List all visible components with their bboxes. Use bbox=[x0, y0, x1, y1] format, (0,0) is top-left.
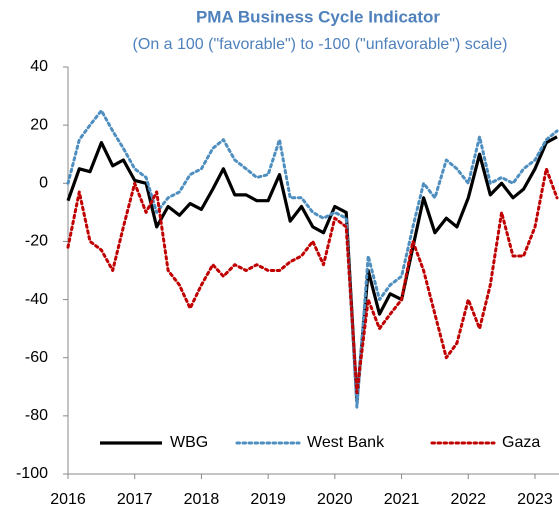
y-tick-label: -100 bbox=[16, 465, 48, 482]
x-tick-label: 2023 bbox=[517, 491, 553, 508]
y-tick-label: -80 bbox=[25, 407, 48, 424]
x-tick-label: 2019 bbox=[250, 491, 286, 508]
chart-title: PMA Business Cycle Indicator bbox=[196, 7, 440, 26]
y-tick-label: 20 bbox=[30, 116, 48, 133]
legend-label: WBG bbox=[170, 434, 208, 451]
x-tick-label: 2021 bbox=[384, 491, 420, 508]
series-line bbox=[66, 167, 559, 395]
series-line bbox=[66, 135, 558, 403]
y-tick-label: -20 bbox=[25, 233, 48, 250]
x-tick-label: 2020 bbox=[317, 491, 353, 508]
legend-label: West Bank bbox=[307, 434, 385, 451]
legend-label: Gaza bbox=[502, 434, 540, 451]
x-tick-label: 2017 bbox=[117, 491, 153, 508]
x-tick-label: 2018 bbox=[184, 491, 220, 508]
chart-subtitle: (On a 100 ("favorable") to -100 ("unfavo… bbox=[133, 36, 508, 53]
x-tick-label: 2022 bbox=[450, 491, 486, 508]
x-tick-label: 2016 bbox=[50, 491, 86, 508]
series-line bbox=[66, 109, 559, 409]
y-tick-label: -40 bbox=[25, 291, 48, 308]
y-tick-label: 40 bbox=[30, 58, 48, 75]
y-tick-label: -60 bbox=[25, 349, 48, 366]
y-tick-label: 0 bbox=[39, 175, 48, 192]
